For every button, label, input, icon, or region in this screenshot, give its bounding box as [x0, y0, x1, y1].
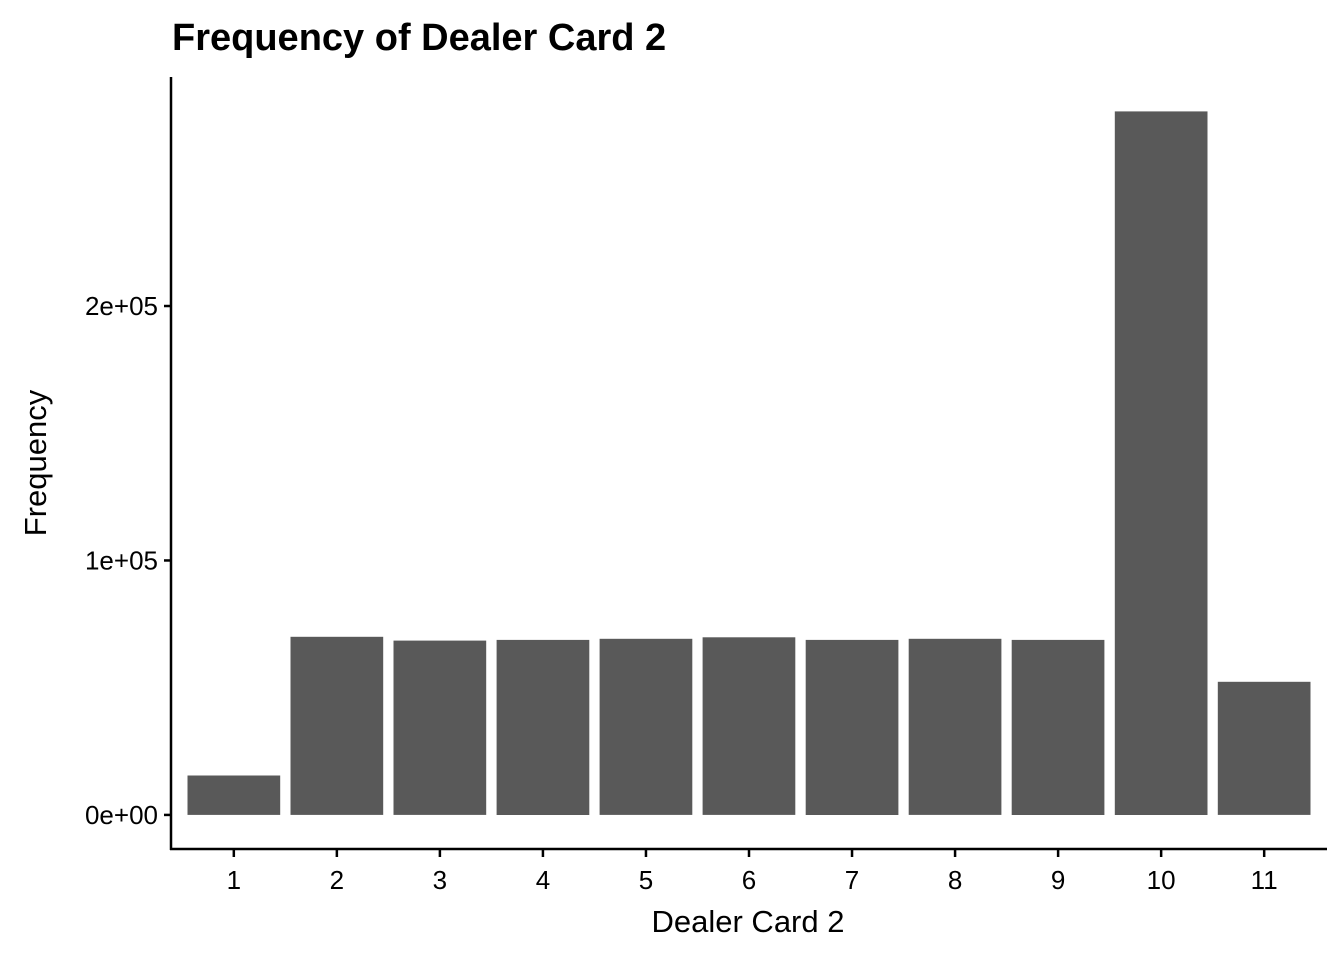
- y-ticks-group: 0e+00 1e+05 2e+05: [85, 291, 171, 830]
- bar-7: [805, 639, 899, 815]
- bar-5: [599, 638, 693, 815]
- x-tick-label: 4: [536, 865, 550, 895]
- x-ticks-group: 1 2 3 4 5 6 7 8 9 10 11: [227, 849, 1278, 895]
- bar-10: [1114, 111, 1208, 815]
- chart-title: Frequency of Dealer Card 2: [172, 17, 666, 59]
- bar-4: [496, 639, 590, 815]
- x-tick-label: 1: [227, 865, 241, 895]
- x-tick-label: 5: [639, 865, 653, 895]
- bar-2: [290, 636, 384, 815]
- x-tick-label: 3: [433, 865, 447, 895]
- x-tick-label: 10: [1147, 865, 1176, 895]
- y-axis-title: Frequency: [18, 389, 53, 536]
- x-tick-label: 2: [330, 865, 344, 895]
- bar-3: [393, 640, 487, 815]
- y-tick-label: 0e+00: [85, 800, 158, 830]
- bar-11: [1217, 681, 1311, 815]
- x-axis-title: Dealer Card 2: [652, 904, 845, 939]
- y-tick-label: 1e+05: [85, 545, 158, 575]
- bar-9: [1011, 639, 1105, 815]
- x-tick-label: 11: [1251, 865, 1278, 895]
- y-tick-label: 2e+05: [85, 291, 158, 321]
- bar-1: [187, 775, 281, 815]
- x-tick-label: 8: [948, 865, 962, 895]
- bars-group: [187, 111, 1311, 815]
- x-tick-label: 7: [845, 865, 859, 895]
- x-tick-label: 6: [742, 865, 756, 895]
- bar-6: [702, 637, 796, 815]
- x-tick-label: 9: [1051, 865, 1065, 895]
- bar-8: [908, 638, 1002, 815]
